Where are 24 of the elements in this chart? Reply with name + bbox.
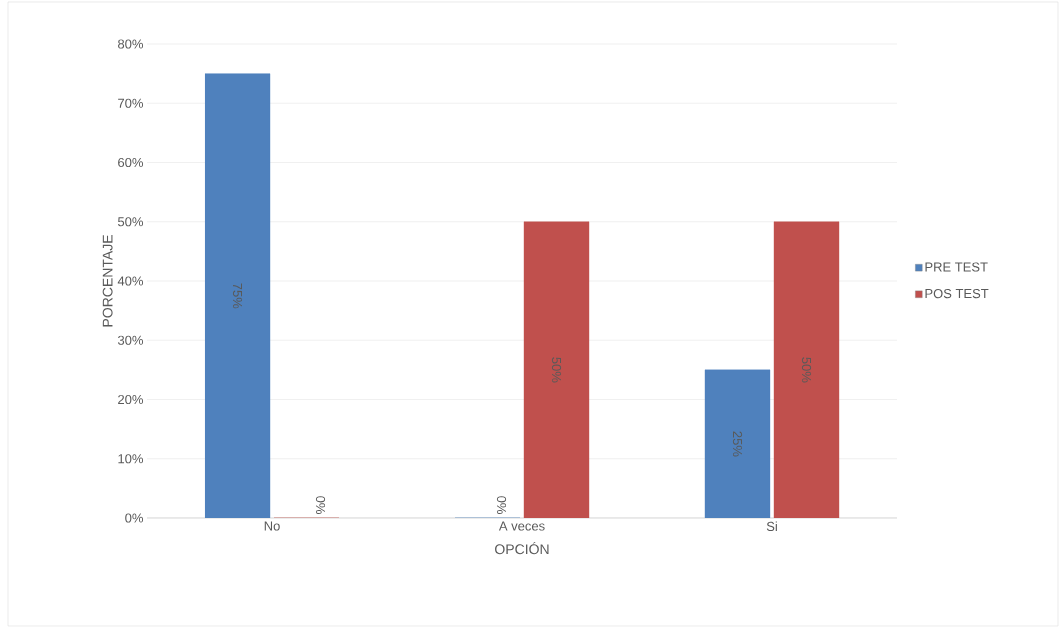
y-tick-label: 60%: [118, 157, 144, 168]
data-label: 0%: [315, 496, 326, 514]
bar: [704, 369, 771, 518]
x-axis-title: OPCIÓN: [495, 541, 549, 555]
y-tick-label: 20%: [118, 394, 144, 405]
y-tick-label: 40%: [117, 276, 144, 286]
data-label: 50%: [801, 357, 812, 383]
y-tick-label: 30%: [117, 335, 144, 345]
data-label: 0%: [496, 496, 507, 514]
y-tick-label: 0%: [125, 513, 144, 523]
legend-label: PRE TEST: [925, 262, 988, 272]
x-tick-label: Si: [766, 521, 777, 532]
y-tick-label: 50%: [117, 217, 144, 227]
data-label: 50%: [551, 357, 562, 383]
data-label: 25%: [732, 431, 743, 457]
x-tick-label: A veces: [498, 521, 545, 531]
y-tick-label: 10%: [118, 454, 144, 464]
x-tick-label: No: [264, 521, 280, 531]
y-tick-label: 70%: [118, 98, 144, 108]
data-label: 75%: [232, 283, 243, 309]
legend-label: POS TEST: [925, 288, 989, 299]
bar: [204, 73, 271, 518]
y-tick-label: 80%: [118, 39, 144, 49]
y-axis-title: PORCENTAJE: [102, 235, 113, 327]
